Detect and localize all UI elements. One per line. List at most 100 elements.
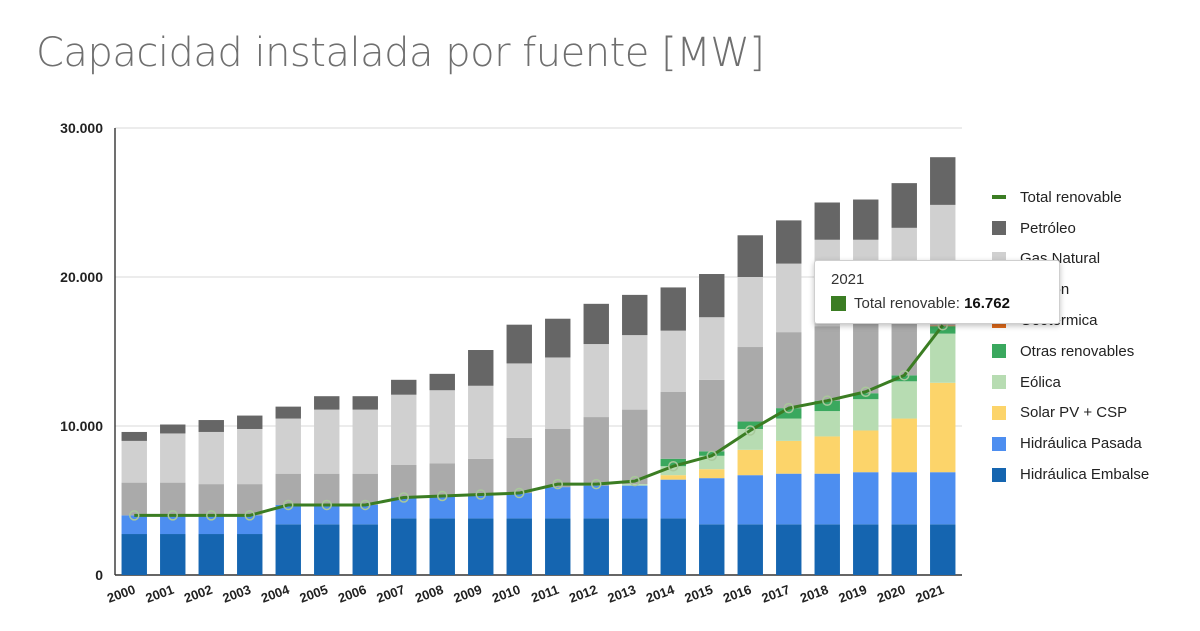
bar-segment <box>891 183 917 228</box>
bar-segment <box>314 504 340 525</box>
bar-segment <box>429 518 455 575</box>
line-point <box>822 395 833 406</box>
legend-label: Eólica <box>1020 373 1061 391</box>
bar-segment <box>622 335 648 410</box>
bar-segment <box>429 390 455 464</box>
bar-segment <box>583 344 609 418</box>
legend-swatch <box>992 375 1006 390</box>
line-point <box>167 510 178 521</box>
bar-segment <box>468 494 494 519</box>
line-point <box>514 487 525 499</box>
bar-segment <box>121 534 147 575</box>
legend-item[interactable]: Petróleo <box>992 213 1192 244</box>
bar-segment <box>622 485 648 519</box>
x-tick-label: 2012 <box>567 582 599 606</box>
bar-segment <box>275 524 301 575</box>
page-title: Capacidad instalada por fuente [MW] <box>36 30 765 76</box>
legend-item[interactable]: Eólica <box>992 367 1192 398</box>
line-point <box>244 510 255 521</box>
legend-item[interactable]: Total renovable <box>992 182 1192 213</box>
line-point <box>745 425 756 436</box>
bar-segment <box>622 294 648 336</box>
y-tick-label: 10.000 <box>60 418 103 434</box>
bar-segment <box>198 420 224 432</box>
bar-segment <box>121 431 147 441</box>
line-point <box>552 478 563 490</box>
bar-segment <box>699 317 725 380</box>
bar-segment <box>545 428 571 488</box>
bar-segment <box>545 318 571 358</box>
y-tick-label: 0 <box>95 567 103 583</box>
line-point <box>321 499 332 511</box>
legend-swatch <box>992 195 1006 200</box>
line-point <box>899 370 910 381</box>
bar-segment <box>699 469 725 479</box>
x-tick-label: 2015 <box>682 582 714 606</box>
bar-segment <box>891 381 917 419</box>
bar-segment <box>314 409 340 474</box>
x-tick-label: 2006 <box>336 582 368 606</box>
x-tick-label: 2018 <box>798 582 830 606</box>
line-point <box>129 510 140 521</box>
bar-segment <box>814 202 840 240</box>
bar-segment <box>160 515 186 535</box>
bar-segment <box>814 326 840 401</box>
bar-segment <box>930 333 956 383</box>
bar-segment <box>198 431 224 485</box>
legend-item[interactable]: Solar PV + CSP <box>992 398 1192 429</box>
bar-segment <box>930 157 956 205</box>
bar-segment <box>198 534 224 575</box>
bar-segment <box>776 473 802 525</box>
bar-segment <box>160 534 186 575</box>
line-point <box>783 402 794 414</box>
line-total-renovable <box>134 324 944 517</box>
bar-segment <box>275 406 301 419</box>
bar-segment <box>314 524 340 575</box>
bar-segment <box>737 347 763 422</box>
bar-segment <box>391 497 417 519</box>
bar-segment <box>545 518 571 575</box>
x-tick-label: 2009 <box>451 582 483 606</box>
bar-segment <box>506 363 532 438</box>
tooltip-year: 2021 <box>831 271 865 288</box>
bar-segment <box>776 263 802 333</box>
x-tick-label: 2001 <box>143 582 175 606</box>
bar-segment <box>391 394 417 465</box>
x-tick-label: 2021 <box>913 582 945 606</box>
bar-segment <box>737 475 763 525</box>
bar-segment <box>699 379 725 452</box>
tooltip-value: 16.762 <box>964 295 1010 312</box>
bar-segment <box>776 524 802 575</box>
bar-segment <box>660 458 686 467</box>
legend-item[interactable]: Otras renovables <box>992 336 1192 367</box>
bar-segment <box>160 424 186 434</box>
x-tick-label: 2016 <box>721 582 753 606</box>
bar-segment <box>699 524 725 575</box>
bar-segment <box>237 428 263 485</box>
bar-segment <box>583 303 609 345</box>
legend-swatch <box>992 221 1006 236</box>
bar-segment <box>814 411 840 437</box>
legend-item[interactable]: Hidráulica Pasada <box>992 428 1192 459</box>
x-tick-label: 2007 <box>374 582 406 606</box>
x-tick-label: 2013 <box>605 582 637 606</box>
bar-segment <box>352 524 378 575</box>
bar-segment <box>275 418 301 474</box>
bar-segment <box>121 440 147 483</box>
bar-segment <box>699 478 725 525</box>
bar-segment <box>891 472 917 525</box>
legend-item[interactable]: Hidráulica Embalse <box>992 459 1192 490</box>
line-point <box>591 478 602 490</box>
bar-segment <box>237 515 263 535</box>
bar-segment <box>853 472 879 525</box>
line-point <box>206 510 217 521</box>
line-point <box>706 450 717 462</box>
bar-segment <box>391 464 417 498</box>
x-tick-label: 2008 <box>413 582 445 606</box>
bar-segment <box>737 277 763 348</box>
legend-swatch <box>992 405 1006 420</box>
bar-segment <box>506 324 532 364</box>
bar-segment <box>737 449 763 476</box>
legend-label: Solar PV + CSP <box>1020 404 1128 422</box>
legend-swatch <box>992 467 1006 482</box>
